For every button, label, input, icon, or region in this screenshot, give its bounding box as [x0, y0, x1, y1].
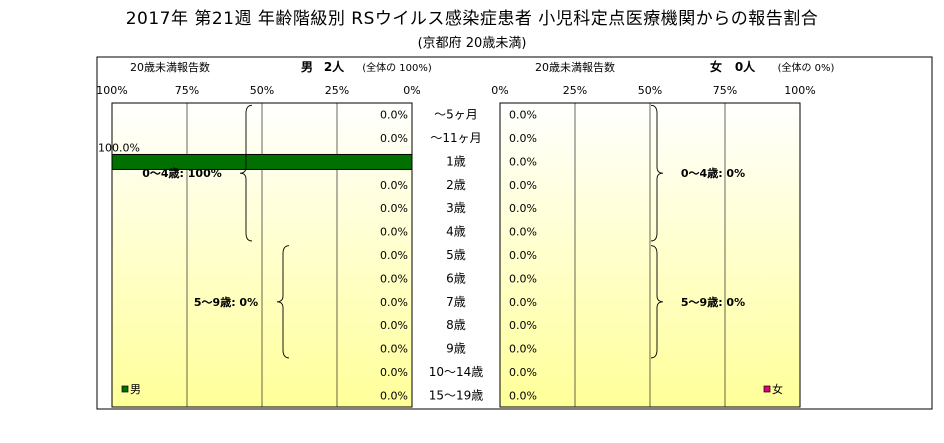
female-tick-label: 25% — [563, 84, 587, 97]
male-data-label: 0.0% — [380, 179, 408, 192]
male-data-label: 0.0% — [380, 366, 408, 379]
age-category-label: 8歳 — [446, 318, 466, 332]
male-tick-label: 75% — [175, 84, 199, 97]
female-data-label: 0.0% — [509, 389, 537, 402]
female-tick-label: 75% — [713, 84, 737, 97]
male-data-label: 0.0% — [380, 343, 408, 356]
male-data-label: 0.0% — [380, 319, 408, 332]
female-data-label: 0.0% — [509, 226, 537, 239]
age-category-label: 10〜14歳 — [429, 365, 484, 379]
age-category-label: 〜11ヶ月 — [430, 131, 481, 145]
chart-subtitle: (京都府 20歳未満) — [417, 36, 527, 51]
male-header-sex: 男 — [301, 60, 313, 74]
female-tick-label: 50% — [638, 84, 662, 97]
female-header-sex: 女 — [710, 59, 722, 74]
male-data-label: 0.0% — [380, 296, 408, 309]
female-data-label: 0.0% — [509, 272, 537, 285]
male-tick-label: 25% — [325, 84, 349, 97]
female-tick-label: 0% — [491, 84, 508, 97]
chart-title: 2017年 第21週 年齢階級別 RSウイルス感染症患者 小児科定点医療機関から… — [125, 9, 819, 29]
female-data-label: 0.0% — [509, 179, 537, 192]
male-header-count: 2人 — [324, 59, 345, 74]
male-data-label: 0.0% — [380, 132, 408, 145]
female-tick-label: 100% — [784, 84, 815, 97]
male-group-label: 0〜4歳: 100% — [142, 166, 222, 180]
female-legend-swatch — [763, 385, 771, 393]
female-header-reports: 20歳未満報告数 — [535, 61, 615, 74]
female-data-label: 0.0% — [509, 343, 537, 356]
age-category-label: 2歳 — [446, 178, 466, 192]
male-header-share: (全体の 100%) — [362, 61, 432, 74]
male-group-label: 5〜9歳: 0% — [194, 295, 258, 309]
male-data-label: 0.0% — [380, 272, 408, 285]
female-data-label: 0.0% — [509, 202, 537, 215]
female-header-share: (全体の 0%) — [778, 61, 835, 74]
male-data-label: 0.0% — [380, 202, 408, 215]
female-data-label: 0.0% — [509, 249, 537, 262]
male-tick-label: 100% — [96, 84, 127, 97]
male-data-label: 0.0% — [380, 109, 408, 122]
male-data-label: 0.0% — [380, 226, 408, 239]
female-legend-label: 女 — [772, 382, 783, 396]
female-group-brace — [650, 104, 664, 242]
age-category-label: 7歳 — [446, 295, 466, 309]
age-category-label: 9歳 — [446, 342, 466, 356]
age-category-label: 15〜19歳 — [429, 388, 484, 402]
male-tick-label: 50% — [250, 84, 274, 97]
chart-frame — [96, 56, 933, 410]
male-legend-swatch — [121, 385, 129, 393]
male-group-brace — [239, 104, 253, 242]
female-data-label: 0.0% — [509, 155, 537, 168]
male-data-label: 100.0% — [98, 141, 140, 154]
female-group-label: 5〜9歳: 0% — [681, 295, 745, 309]
female-data-label: 0.0% — [509, 366, 537, 379]
male-tick-label: 0% — [403, 84, 420, 97]
female-data-label: 0.0% — [509, 296, 537, 309]
male-legend-label: 男 — [130, 383, 141, 396]
age-category-label: 4歳 — [446, 225, 466, 239]
age-category-label: 3歳 — [446, 201, 466, 215]
male-header-reports: 20歳未満報告数 — [130, 61, 210, 74]
age-category-label: 6歳 — [446, 271, 466, 285]
female-group-label: 0〜4歳: 0% — [681, 166, 745, 180]
female-data-label: 0.0% — [509, 319, 537, 332]
age-category-label: 5歳 — [446, 248, 466, 262]
male-group-brace — [276, 245, 290, 359]
female-header-count: 0人 — [735, 59, 756, 74]
male-data-label: 0.0% — [380, 249, 408, 262]
age-category-label: 〜5ヶ月 — [434, 108, 478, 122]
female-data-label: 0.0% — [509, 109, 537, 122]
female-data-label: 0.0% — [509, 132, 537, 145]
female-group-brace — [650, 245, 664, 359]
male-data-label: 0.0% — [380, 389, 408, 402]
male-bar — [111, 153, 413, 170]
age-category-label: 1歳 — [446, 154, 466, 168]
